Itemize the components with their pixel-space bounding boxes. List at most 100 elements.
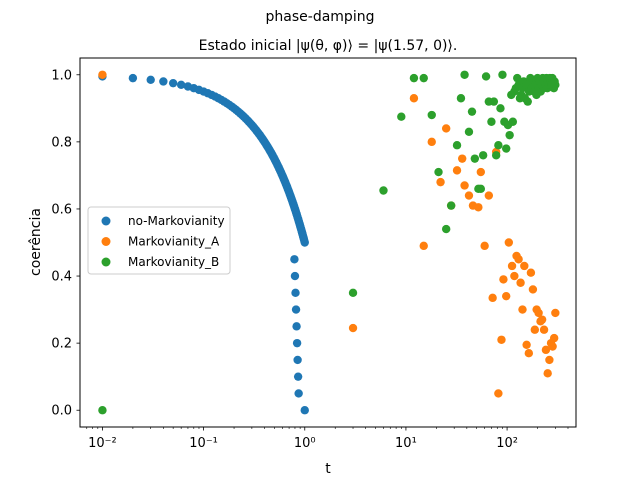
legend-label: Markovianity_A	[128, 235, 220, 249]
data-point	[480, 241, 489, 251]
legend-marker	[101, 237, 111, 246]
chart-suptitle: phase-damping	[266, 9, 375, 25]
data-point	[502, 291, 511, 301]
data-point	[496, 104, 505, 113]
data-point	[497, 335, 506, 344]
data-point	[510, 271, 519, 281]
data-point	[419, 73, 428, 83]
data-point	[146, 75, 155, 85]
data-point	[293, 355, 302, 365]
data-point	[98, 406, 107, 415]
legend: no-Markovianity Markovianity_A Markovianit…	[87, 206, 231, 275]
data-point	[488, 293, 497, 303]
data-point	[409, 73, 419, 83]
data-point	[543, 369, 552, 378]
data-point	[522, 340, 531, 350]
data-point	[290, 255, 299, 264]
data-point	[98, 70, 107, 79]
y-tick-label: 1.0	[51, 68, 72, 83]
data-point	[460, 181, 469, 190]
data-point	[300, 238, 309, 247]
data-point	[476, 184, 486, 194]
data-point	[516, 278, 525, 287]
y-axis: 0.0 0.2 0.4 0.6 0.8 1.0	[51, 68, 80, 419]
data-point	[494, 141, 503, 150]
data-point	[478, 151, 488, 160]
data-point	[291, 288, 300, 298]
y-tick-label: 0.4	[51, 270, 72, 285]
x-tick-label: 10⁰	[294, 436, 316, 451]
data-point	[434, 167, 443, 177]
legend-label: Markovianity_B	[128, 255, 219, 269]
chart-title: Estado inicial |ψ(θ, φ)⟩ = |ψ(1.57, 0)⟩.	[199, 38, 458, 54]
data-point	[294, 389, 303, 398]
y-tick-label: 0.0	[51, 404, 72, 419]
data-point	[494, 389, 503, 398]
series-0	[98, 72, 309, 415]
data-point	[348, 288, 358, 298]
data-point	[491, 151, 501, 160]
axes-frame	[79, 57, 577, 428]
x-tick-label: 10²	[496, 436, 518, 451]
data-point	[549, 333, 559, 343]
data-point	[292, 322, 301, 331]
series-2	[98, 70, 560, 415]
y-tick-label: 0.8	[51, 135, 72, 150]
data-point	[379, 186, 388, 195]
data-point	[427, 110, 436, 120]
data-point	[290, 271, 300, 281]
data-point	[460, 70, 469, 79]
data-point	[176, 80, 186, 90]
y-tick-label: 0.6	[51, 202, 72, 217]
data-point	[458, 154, 467, 163]
data-point	[539, 325, 549, 334]
data-point	[508, 117, 518, 126]
data-point	[498, 70, 507, 79]
data-point	[427, 137, 436, 147]
data-point	[470, 154, 480, 163]
data-point	[526, 268, 536, 277]
data-point	[489, 97, 499, 106]
data-point	[548, 342, 557, 351]
legend-marker	[101, 216, 111, 226]
data-point	[419, 241, 428, 251]
legend-box	[87, 206, 231, 275]
data-point	[518, 305, 527, 314]
data-point	[128, 73, 138, 83]
data-point	[436, 177, 445, 187]
data-point	[467, 107, 477, 116]
data-point	[537, 315, 547, 324]
x-tick-label: 10⁻¹	[189, 436, 218, 451]
data-point	[441, 224, 451, 234]
data-point	[507, 261, 517, 271]
data-point	[541, 345, 551, 355]
data-point	[476, 167, 486, 177]
data-point	[551, 80, 560, 90]
data-point	[545, 355, 554, 365]
x-tick-label: 10¹	[395, 436, 417, 451]
y-axis-label: coerência	[28, 208, 44, 276]
x-tick-label: 10⁻²	[88, 436, 117, 451]
data-point	[464, 191, 474, 200]
data-point	[530, 325, 540, 334]
data-point	[504, 238, 514, 247]
data-point	[300, 406, 309, 415]
data-point	[502, 144, 511, 153]
data-point	[456, 94, 466, 103]
data-point	[446, 201, 456, 210]
data-point	[452, 166, 462, 175]
data-point	[452, 141, 462, 150]
x-axis: 10⁻² 10⁻¹ 10⁰ 10¹ 10²	[86, 427, 569, 451]
data-point	[397, 112, 406, 121]
legend-marker	[101, 257, 111, 267]
data-point	[487, 117, 496, 126]
legend-label: no-Markovianity	[128, 214, 225, 228]
data-point	[292, 338, 302, 348]
data-point	[409, 94, 419, 103]
data-point	[514, 255, 523, 264]
data-point	[291, 305, 301, 314]
data-point	[441, 124, 451, 133]
data-point	[348, 323, 358, 333]
data-point	[505, 130, 514, 140]
data-point	[484, 191, 494, 200]
